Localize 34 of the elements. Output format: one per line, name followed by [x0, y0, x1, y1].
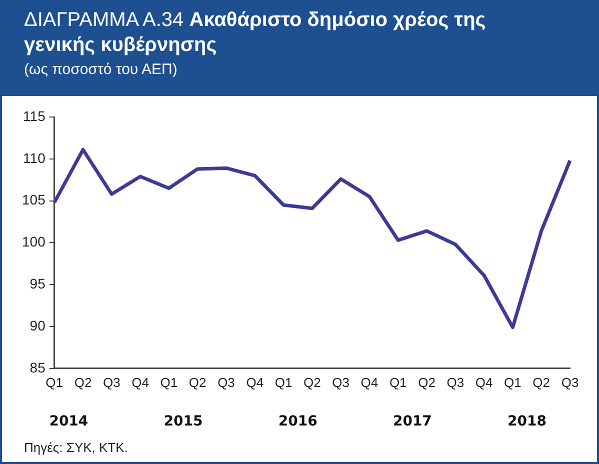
x-tick-label: Q3 — [218, 374, 235, 390]
text: 2015 — [164, 414, 203, 430]
x-tick-label: Q3 — [332, 374, 350, 390]
text: 2017 — [392, 414, 432, 430]
x-tick-label: Q2 — [418, 374, 436, 390]
text: 2018 — [508, 414, 547, 430]
x-tick-label: Q1 — [504, 374, 522, 390]
y-tick-label: 85 — [30, 359, 46, 376]
y-tick-label: 105 — [22, 192, 46, 208]
text: Πηγές: ΣΥΚ, ΚΤΚ. — [24, 440, 128, 455]
y-tick-label: 115 — [23, 108, 46, 124]
x-tick-label: Q4 — [475, 374, 493, 390]
y-tick-label: 100 — [22, 234, 46, 250]
x-tick-label: Q1 — [46, 374, 64, 390]
text: 2016 — [278, 414, 318, 430]
x-tick-label: Q4 — [132, 374, 149, 390]
y-tick-label: 90 — [30, 317, 46, 334]
x-tick-label: Q1 — [274, 374, 292, 390]
x-tick-label: Q2 — [74, 374, 92, 390]
x-tick-label: Q4 — [360, 374, 378, 390]
x-tick-label: Q3 — [561, 374, 579, 390]
x-tick-label: Q1 — [160, 374, 178, 390]
chart-title: ΔΙΑΓΡΑΜΜΑ Α.34 Ακαθάριστο δημόσιο χρέος της γενικής κυβέρνησης — [24, 9, 486, 56]
x-tick-label: Q3 — [102, 374, 120, 390]
x-tick-label: Q4 — [246, 374, 264, 390]
x-tick-label: Q3 — [446, 374, 464, 390]
x-tick-label: Q2 — [188, 374, 206, 390]
x-tick-label: Q2 — [532, 374, 550, 390]
chart-subtitle: (ως ποσοστό του ΑΕΠ) — [24, 61, 178, 78]
x-tick-label: Q2 — [304, 374, 321, 390]
text: 2014 — [49, 414, 88, 430]
x-tick-label: Q1 — [389, 374, 407, 390]
y-tick-label: 95 — [30, 275, 46, 292]
y-tick-label: 110 — [23, 150, 46, 166]
